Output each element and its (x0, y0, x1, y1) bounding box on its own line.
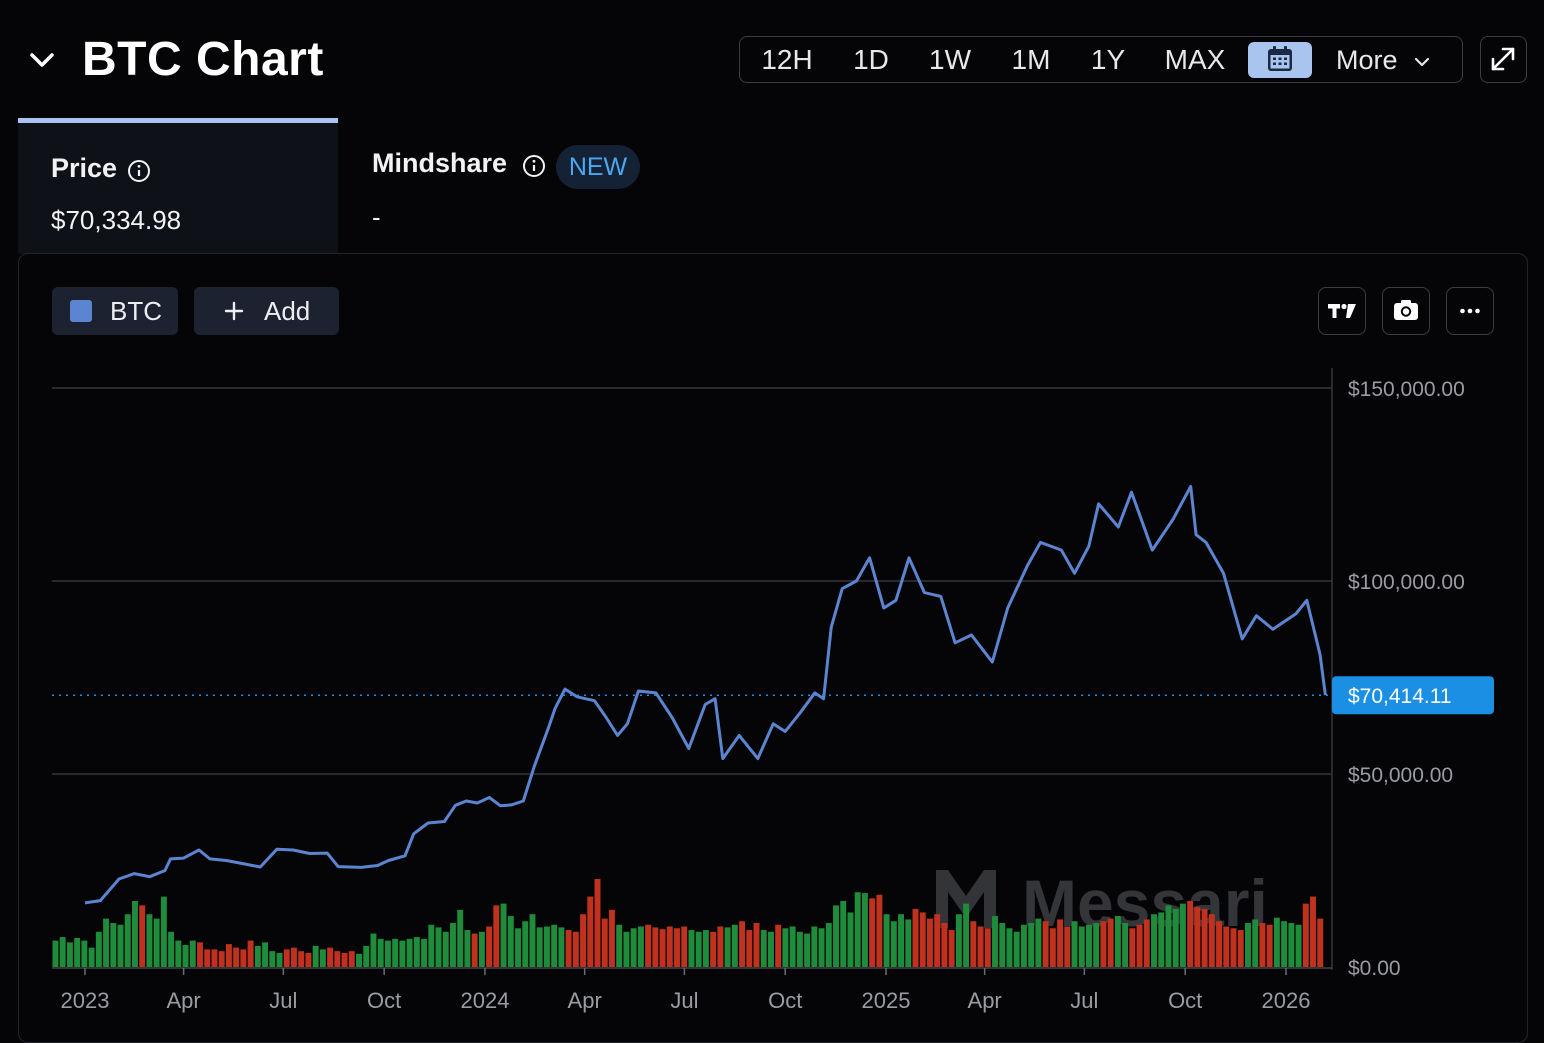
price-label: Price (51, 153, 118, 183)
chart-panel (18, 253, 1528, 1043)
more-ranges-dropdown[interactable]: More (1336, 37, 1431, 81)
price-value: $70,334.98 (51, 205, 182, 235)
range-12h-button[interactable]: 12H (761, 44, 813, 75)
new-badge: NEW (556, 145, 640, 189)
info-icon[interactable] (127, 159, 151, 183)
series-chip-btc[interactable]: BTC (52, 287, 178, 335)
camera-icon (1394, 300, 1418, 320)
range-1w-button[interactable]: 1W (929, 44, 971, 75)
add-label: Add (264, 296, 311, 326)
plus-icon (224, 301, 244, 321)
range-max-button[interactable]: MAX (1164, 44, 1226, 75)
range-1m-button[interactable]: 1M (1011, 44, 1051, 75)
tab-mindshare[interactable]: Mindshare NEW - (338, 118, 758, 254)
screenshot-button[interactable] (1382, 287, 1430, 335)
more-label: More (1336, 45, 1398, 75)
calendar-button[interactable] (1248, 42, 1312, 78)
more-options-button[interactable] (1446, 287, 1494, 335)
ellipsis-icon (1460, 308, 1480, 314)
tradingview-icon (1328, 303, 1356, 318)
expand-button[interactable] (1480, 36, 1527, 83)
range-1y-button[interactable]: 1Y (1090, 44, 1126, 75)
expand-icon (1491, 47, 1515, 71)
series-color-swatch (70, 300, 92, 322)
calendar-icon (1268, 46, 1292, 71)
time-range-selector: 12H 1D 1W 1M 1Y MAX More (739, 36, 1463, 83)
chevron-down-icon[interactable] (28, 46, 56, 74)
mindshare-label: Mindshare (372, 148, 508, 178)
add-series-button[interactable]: Add (194, 287, 339, 335)
range-1d-button[interactable]: 1D (853, 44, 889, 75)
page-title: BTC Chart (82, 33, 324, 86)
info-icon[interactable] (522, 154, 546, 178)
chart-header: BTC Chart 12H 1D 1W 1M 1Y MAX More (0, 0, 1544, 118)
series-label: BTC (110, 296, 162, 326)
tab-price[interactable]: Price $70,334.98 (18, 118, 338, 254)
chevron-down-icon (1414, 57, 1430, 66)
mindshare-value: - (372, 202, 381, 232)
tradingview-button[interactable] (1318, 287, 1366, 335)
